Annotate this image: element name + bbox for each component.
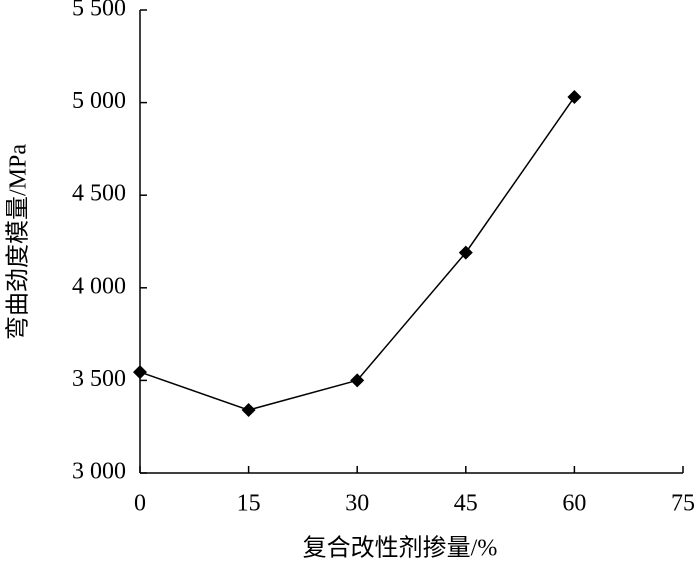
x-tick-label: 15 [237, 491, 261, 517]
y-axis-label: 弯曲劲度模量/MPa [5, 144, 32, 340]
line [139, 96, 576, 411]
x-axis-label: 复合改性剂掺量/% [303, 535, 498, 562]
x-tick-label: 30 [345, 491, 369, 517]
y-tick-label: 4 000 [72, 273, 126, 299]
x-tick-label: 45 [454, 491, 478, 517]
y-tick-label: 5 500 [72, 0, 126, 22]
y-tick-label: 3 500 [72, 366, 126, 392]
marker [567, 90, 582, 105]
x-tick-label: 0 [134, 491, 146, 517]
marker [350, 373, 365, 388]
marker [458, 245, 473, 260]
x-tick-label: 60 [562, 491, 586, 517]
y-tick-label: 3 000 [72, 459, 126, 485]
x-tick-label: 75 [671, 491, 695, 517]
marker [133, 365, 147, 380]
y-tick-label: 5 000 [72, 88, 126, 114]
marker [241, 403, 256, 418]
y-tick-label: 4 500 [72, 181, 126, 207]
